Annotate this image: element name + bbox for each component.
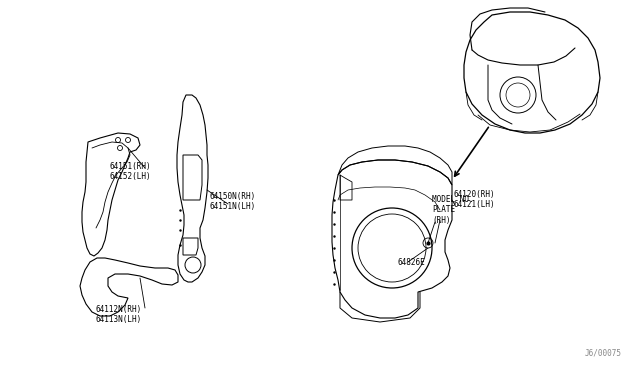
Text: 64826E: 64826E: [398, 258, 426, 267]
Text: J6/00075: J6/00075: [585, 349, 622, 358]
Text: 64112N(RH)
64113N(LH): 64112N(RH) 64113N(LH): [95, 305, 141, 324]
Text: 64151(RH)
64152(LH): 64151(RH) 64152(LH): [110, 162, 152, 182]
Text: MODEL NO.
PLATE
(RH): MODEL NO. PLATE (RH): [432, 195, 474, 225]
Text: 64120(RH)
64121(LH): 64120(RH) 64121(LH): [453, 190, 495, 209]
Text: 64150N(RH)
64151N(LH): 64150N(RH) 64151N(LH): [210, 192, 256, 211]
